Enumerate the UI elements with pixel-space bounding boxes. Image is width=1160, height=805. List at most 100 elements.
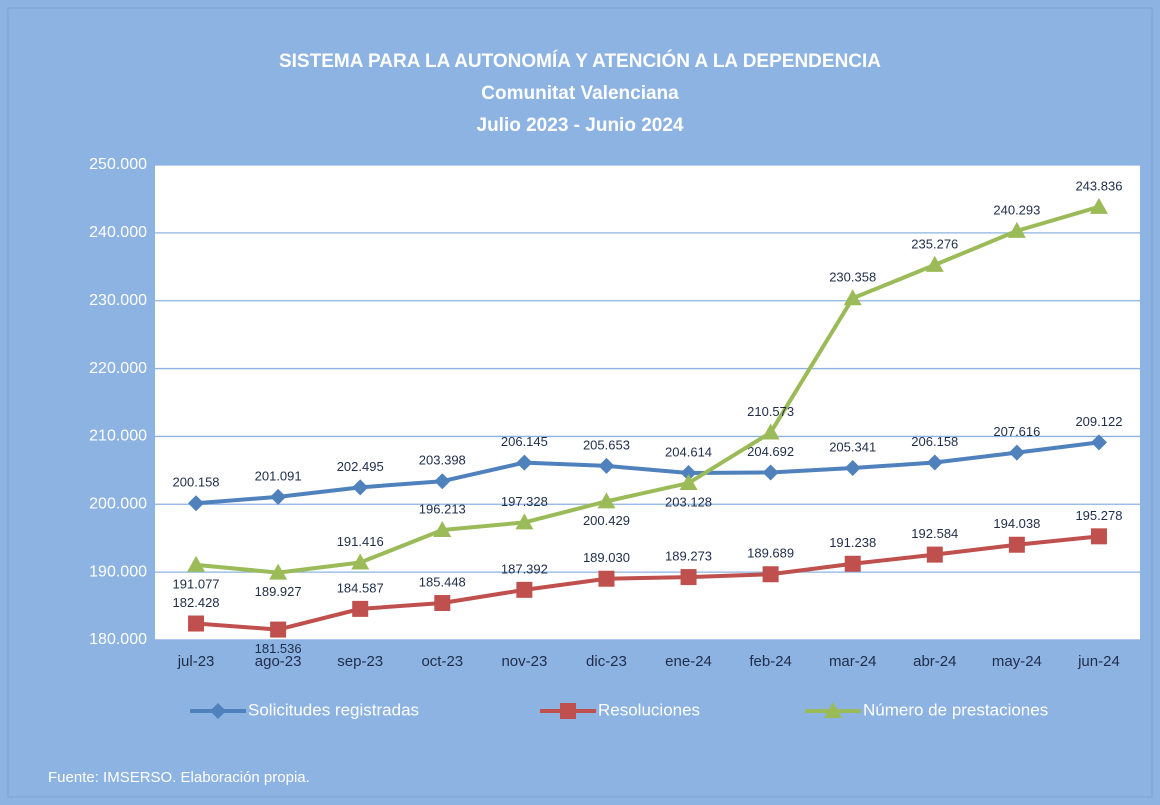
data-label: 200.429 <box>583 513 630 528</box>
data-label: 201.091 <box>255 468 302 483</box>
data-point <box>598 570 615 587</box>
data-point <box>762 464 779 481</box>
data-label: 194.038 <box>993 516 1040 531</box>
data-label: 185.448 <box>419 574 466 589</box>
data-label: 200.158 <box>173 475 220 490</box>
legend-label: Solicitudes registradas <box>248 700 419 719</box>
data-point <box>925 255 944 272</box>
data-label: 191.416 <box>337 534 384 549</box>
data-point <box>516 454 533 471</box>
data-label: 184.587 <box>337 580 384 595</box>
data-point <box>598 457 615 474</box>
data-label: 191.238 <box>829 535 876 550</box>
data-point <box>1008 536 1025 553</box>
data-point <box>515 513 534 530</box>
series-line <box>195 534 1100 632</box>
data-label: 210.573 <box>747 404 794 419</box>
data-point <box>680 464 697 481</box>
data-label: 196.213 <box>419 501 466 516</box>
legend-label: Resoluciones <box>598 700 700 719</box>
x-tick-label: jul-23 <box>177 653 215 670</box>
data-label: 202.495 <box>337 459 384 474</box>
legend-marker <box>560 703 576 719</box>
data-point <box>926 454 943 471</box>
x-tick-label: oct-23 <box>421 653 463 670</box>
legend-marker <box>824 702 842 718</box>
data-label: 235.276 <box>911 236 958 251</box>
data-label: 230.358 <box>829 270 876 285</box>
data-point <box>1090 434 1107 451</box>
data-point <box>1008 444 1025 461</box>
y-tick-label: 250.000 <box>89 156 147 173</box>
y-tick-label: 240.000 <box>89 224 147 241</box>
x-tick-label: abr-24 <box>913 653 956 670</box>
data-label: 189.689 <box>747 546 794 561</box>
x-tick-label: ago-23 <box>255 653 302 670</box>
data-label: 240.293 <box>993 202 1040 217</box>
data-point <box>844 555 861 572</box>
data-label: 192.584 <box>911 526 958 541</box>
data-point <box>1090 528 1107 545</box>
data-label: 197.328 <box>501 494 548 509</box>
series-line <box>195 440 1100 506</box>
data-label: 189.273 <box>665 549 712 564</box>
data-point <box>679 474 698 491</box>
data-label: 182.428 <box>173 595 220 610</box>
x-tick-label: dic-23 <box>586 653 627 670</box>
y-tick-label: 190.000 <box>89 563 147 580</box>
data-label: 203.128 <box>665 494 712 509</box>
data-label: 204.692 <box>747 444 794 459</box>
chart-subtitle: Comunitat Valenciana <box>481 83 679 104</box>
data-label: 204.614 <box>665 444 712 459</box>
data-label: 189.927 <box>255 584 302 599</box>
data-point <box>433 520 452 537</box>
data-label: 206.158 <box>911 434 958 449</box>
data-point <box>680 569 697 586</box>
data-point <box>516 581 533 598</box>
data-point <box>597 492 616 509</box>
data-label: 195.278 <box>1075 508 1122 523</box>
data-point <box>434 473 451 490</box>
chart-subtitle: Julio 2023 - Junio 2024 <box>477 115 684 136</box>
data-label: 181.536 <box>255 641 302 656</box>
data-point <box>187 555 206 572</box>
data-label: 205.341 <box>829 439 876 454</box>
x-tick-label: feb-24 <box>749 653 792 670</box>
data-label: 189.030 <box>583 550 630 565</box>
data-point <box>761 423 780 440</box>
data-point <box>926 546 943 563</box>
data-label: 207.616 <box>993 424 1040 439</box>
data-point <box>188 495 205 512</box>
data-label: 205.653 <box>583 437 630 452</box>
y-tick-label: 230.000 <box>89 292 147 309</box>
data-label: 209.122 <box>1075 414 1122 429</box>
y-tick-label: 180.000 <box>89 631 147 648</box>
x-tick-label: jun-24 <box>1077 653 1120 670</box>
data-point <box>270 488 287 505</box>
series-line <box>195 204 1100 575</box>
x-tick-label: mar-24 <box>829 653 877 670</box>
data-point <box>352 600 369 617</box>
x-tick-label: may-24 <box>992 653 1042 670</box>
data-point <box>843 289 862 306</box>
x-tick-label: nov-23 <box>501 653 547 670</box>
data-point <box>762 566 779 583</box>
data-label: 203.398 <box>419 453 466 468</box>
legend-marker <box>210 703 226 719</box>
data-point <box>188 615 205 632</box>
chart-title: SISTEMA PARA LA AUTONOMÍA Y ATENCIÓN A L… <box>279 50 881 72</box>
source-note: Fuente: IMSERSO. Elaboración propia. <box>48 769 310 786</box>
data-point <box>270 621 287 638</box>
data-point <box>1089 197 1108 214</box>
plot-area <box>155 165 1140 640</box>
y-tick-label: 210.000 <box>89 428 147 445</box>
data-point <box>1007 221 1026 238</box>
data-point <box>269 563 288 580</box>
data-label: 191.077 <box>173 576 220 591</box>
data-point <box>844 460 861 477</box>
legend-label: Número de prestaciones <box>863 700 1048 719</box>
data-point <box>434 595 451 612</box>
data-point <box>352 479 369 496</box>
data-label: 206.145 <box>501 434 548 449</box>
